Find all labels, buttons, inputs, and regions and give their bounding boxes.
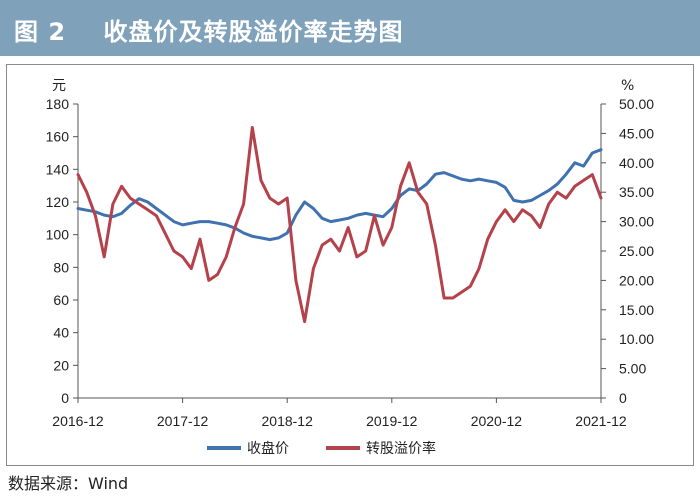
left-y-tick-label: 40 <box>53 325 69 341</box>
legend-close-price-label: 收盘价 <box>247 440 289 457</box>
right-y-tick-label: 10.00 <box>619 331 654 347</box>
left-y-tick-label: 60 <box>53 292 69 308</box>
right-y-tick-label: 15.00 <box>619 302 654 318</box>
figure-header: 图 2 收盘价及转股溢价率走势图 <box>0 0 700 56</box>
x-tick-label: 2017-12 <box>157 413 209 429</box>
data-source: 数据来源：Wind <box>8 474 129 493</box>
left-y-tick-label: 80 <box>53 259 69 275</box>
x-tick-label: 2018-12 <box>262 413 314 429</box>
right-y-tick-label: 0 <box>619 390 627 406</box>
series-line-premium-rate <box>76 126 603 324</box>
left-y-tick-label: 120 <box>46 194 70 210</box>
x-tick-label: 2020-12 <box>471 413 523 429</box>
left-y-tick-label: 0 <box>61 390 69 406</box>
series-line-close-price <box>76 148 603 242</box>
left-y-tick-label: 100 <box>46 227 70 243</box>
chart-frame <box>6 64 694 466</box>
right-y-tick-label: 50.00 <box>619 96 654 112</box>
x-tick-label: 2016-12 <box>52 413 104 429</box>
right-y-tick-label: 5.00 <box>619 361 646 377</box>
right-y-tick-label: 40.00 <box>619 155 654 171</box>
left-y-tick-label: 20 <box>53 357 69 373</box>
left-y-tick-label: 160 <box>46 129 70 145</box>
figure-title: 图 2 收盘价及转股溢价率走势图 <box>14 18 404 46</box>
right-y-tick-label: 20.00 <box>619 272 654 288</box>
left-axis-unit: 元 <box>52 78 66 94</box>
x-tick-label: 2019-12 <box>366 413 418 429</box>
legend-premium-rate-label: 转股溢价率 <box>366 440 436 457</box>
left-y-tick-label: 140 <box>46 161 70 177</box>
left-y-tick-label: 180 <box>46 96 70 112</box>
right-y-tick-label: 45.00 <box>619 125 654 141</box>
right-y-tick-label: 30.00 <box>619 214 654 230</box>
right-axis-unit: % <box>621 78 634 94</box>
x-tick-label: 2021-12 <box>575 413 627 429</box>
right-y-tick-label: 35.00 <box>619 184 654 200</box>
right-y-tick-label: 25.00 <box>619 243 654 259</box>
